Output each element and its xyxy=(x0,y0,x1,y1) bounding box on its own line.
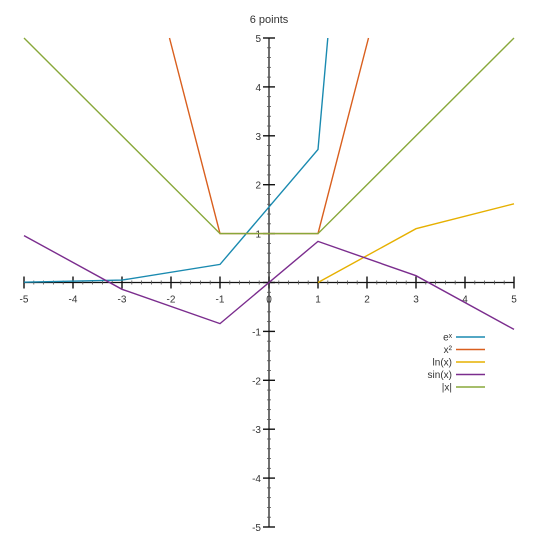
y-tick-label: -1 xyxy=(252,327,261,338)
series-line-0 xyxy=(23,37,329,283)
y-tick-label: -3 xyxy=(252,425,261,436)
x-tick-label: -3 xyxy=(118,295,127,306)
legend-label: x² xyxy=(444,345,453,356)
legend-label: eˣ xyxy=(443,333,453,344)
x-tick-label: 1 xyxy=(315,295,321,306)
x-tick-label: -2 xyxy=(167,295,176,306)
x-tick-label: 0 xyxy=(266,295,272,306)
series-group xyxy=(23,37,515,331)
y-tick-label: 5 xyxy=(255,34,261,45)
y-tick-label: 1 xyxy=(255,230,261,241)
y-tick-label: -2 xyxy=(252,376,261,387)
series-line-2 xyxy=(317,203,515,284)
legend-label: |x| xyxy=(442,383,452,394)
x-tick-label: 3 xyxy=(413,295,419,306)
y-tick-label: 4 xyxy=(255,83,261,94)
legend-label: sin(x) xyxy=(428,370,452,381)
series-line-3 xyxy=(23,234,515,331)
axes: -5 -4 -3 -2 -1 0 1 2 3 4 5 -5 -4 -3 -2 -1 1 2 3 4 5 xyxy=(20,34,518,534)
x-tick-label: 2 xyxy=(364,295,370,306)
y-tick-label: 2 xyxy=(255,181,261,192)
y-tick-label: 3 xyxy=(255,132,261,143)
series-line-4 xyxy=(23,37,515,235)
x-tick-label: -5 xyxy=(20,295,29,306)
x-tick-label: -1 xyxy=(216,295,225,306)
chart-title: 6 points xyxy=(250,14,289,26)
y-tick-label: -5 xyxy=(252,523,261,534)
x-tick-label: 5 xyxy=(511,295,517,306)
x-tick-label: -4 xyxy=(69,295,78,306)
x-tick-label: 4 xyxy=(462,295,468,306)
y-tick-label: -4 xyxy=(252,474,261,485)
legend-label: ln(x) xyxy=(433,358,452,369)
